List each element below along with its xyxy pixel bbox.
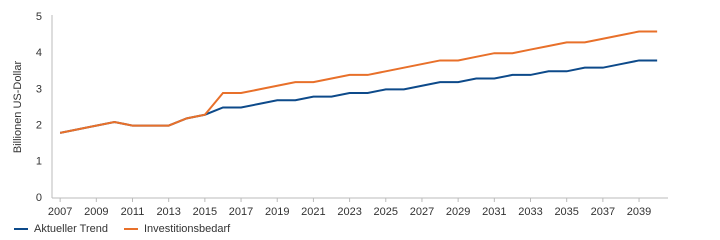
x-tick-label: 2025 bbox=[374, 206, 398, 218]
x-tick-label: 2015 bbox=[193, 206, 217, 218]
x-tick-label: 2035 bbox=[554, 206, 578, 218]
y-tick-label: 5 bbox=[36, 11, 42, 23]
x-tick-label: 2009 bbox=[84, 206, 108, 218]
line bbox=[59, 30, 658, 134]
x-tick-label: 2037 bbox=[591, 206, 615, 218]
x-tick-label: 2019 bbox=[265, 206, 289, 218]
x-tick-label: 2023 bbox=[337, 206, 361, 218]
y-tick-label: 3 bbox=[36, 83, 42, 95]
x-tick-label: 2007 bbox=[48, 206, 72, 218]
x-tick-label: 2031 bbox=[482, 206, 506, 218]
y-tick-label: 0 bbox=[36, 192, 42, 204]
x-tick-label: 2027 bbox=[410, 206, 434, 218]
y-tick-label: 4 bbox=[36, 47, 42, 59]
line bbox=[59, 59, 658, 134]
x-tick-label: 2017 bbox=[229, 206, 253, 218]
x-tick-label: 2033 bbox=[518, 206, 542, 218]
y-tick-label: 2 bbox=[36, 120, 42, 132]
y-axis-label: Billionen US-Dollar bbox=[12, 61, 24, 154]
x-tick-label: 2039 bbox=[627, 206, 651, 218]
x-tick-label: 2011 bbox=[121, 206, 145, 218]
x-tick-label: 2029 bbox=[446, 206, 470, 218]
y-tick-label: 1 bbox=[36, 156, 42, 168]
legend-label: Investitionsbedarf bbox=[144, 223, 231, 235]
x-tick-label: 2013 bbox=[156, 206, 180, 218]
x-tick-label: 2021 bbox=[301, 206, 325, 218]
legend-label: Aktueller Trend bbox=[34, 223, 108, 235]
